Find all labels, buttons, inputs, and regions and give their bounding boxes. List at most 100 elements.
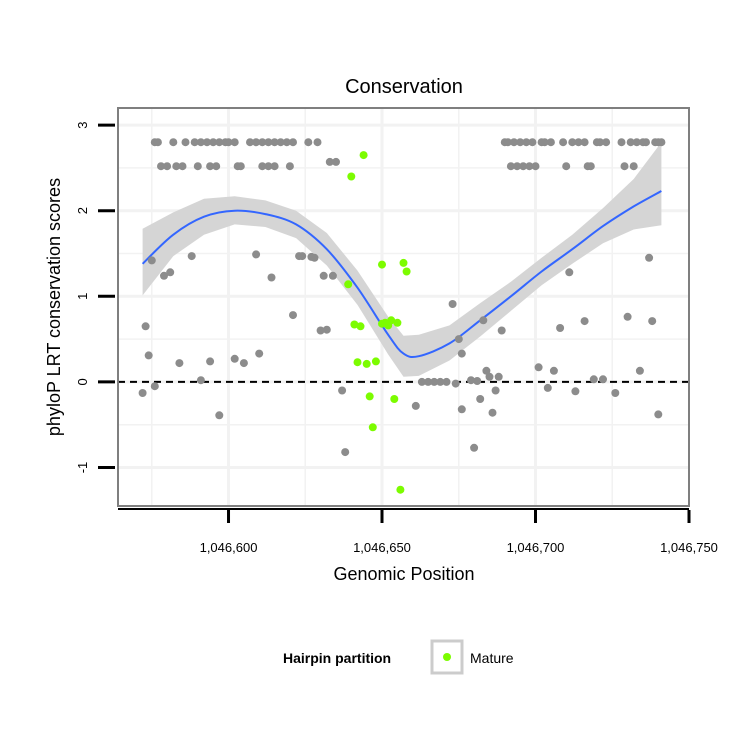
legend-label-mature: Mature — [470, 650, 514, 666]
data-point-other — [543, 383, 552, 392]
data-point-other — [503, 138, 512, 147]
data-point-other — [175, 359, 184, 368]
x-tick-label: 1,046,650 — [353, 540, 411, 555]
data-point-other — [147, 256, 156, 265]
grid-layer — [118, 108, 689, 506]
legend-key-mature-icon — [443, 653, 451, 661]
data-point-mature — [347, 172, 356, 181]
data-point-other — [448, 300, 457, 308]
data-point-other — [479, 316, 488, 325]
data-point-other — [586, 162, 595, 171]
data-point-other — [190, 138, 199, 147]
data-point-other — [574, 138, 583, 147]
data-point-other — [470, 443, 479, 452]
data-point-other — [623, 312, 632, 321]
data-point-other — [209, 138, 218, 147]
data-point-other — [457, 405, 466, 414]
data-point-other — [144, 351, 153, 360]
data-point-other — [230, 138, 239, 147]
data-point-other — [580, 317, 589, 326]
data-point-other — [417, 377, 426, 386]
chart-title: Conservation — [345, 76, 463, 98]
data-point-other — [325, 157, 334, 166]
data-point-other — [559, 138, 568, 147]
data-point-other — [322, 325, 331, 334]
data-point-other — [516, 138, 525, 147]
data-point-other — [169, 138, 178, 147]
data-point-other — [467, 376, 475, 385]
data-point-other — [239, 359, 248, 368]
data-point-other — [178, 162, 187, 171]
data-point-other — [620, 162, 629, 171]
data-point-other — [617, 138, 626, 147]
smooth-line — [141, 190, 662, 359]
y-axis: -1 0 1 2 3 — [75, 121, 115, 473]
y-tick-label: 1 — [75, 293, 90, 300]
data-point-other — [642, 138, 650, 147]
x-tick-label: 1,046,750 — [660, 540, 718, 555]
data-point-other — [224, 138, 233, 147]
data-point-other — [645, 253, 654, 262]
data-point-other — [506, 162, 515, 171]
y-tick-label: 0 — [75, 378, 90, 385]
data-point-other — [546, 138, 555, 147]
data-point-mature — [393, 318, 402, 327]
data-point-other — [212, 162, 221, 171]
data-point-other — [289, 138, 297, 147]
data-point-other — [454, 335, 463, 344]
data-point-other — [528, 138, 537, 147]
x-axis: 1,046,600 1,046,650 1,046,700 1,046,750 — [118, 508, 718, 555]
data-point-other — [510, 138, 518, 147]
data-point-other — [328, 271, 337, 280]
data-point-other — [491, 386, 500, 395]
data-point-other — [580, 138, 589, 147]
data-point-other — [264, 138, 273, 147]
data-point-other — [629, 162, 638, 171]
data-point-other — [160, 271, 168, 280]
data-point-other — [252, 250, 261, 259]
data-point-other — [215, 138, 224, 147]
data-point-mature — [356, 322, 365, 331]
x-tick-label: 1,046,700 — [507, 540, 565, 555]
data-point-other — [187, 252, 196, 261]
data-point-other — [264, 162, 273, 171]
data-point-other — [338, 386, 347, 395]
data-point-other — [196, 376, 205, 385]
data-point-other — [534, 363, 543, 372]
data-point-other — [319, 271, 328, 280]
data-point-mature — [396, 485, 405, 494]
data-point-other — [138, 389, 147, 397]
data-point-other — [571, 387, 580, 396]
data-point-other — [562, 162, 571, 171]
legend: Hairpin partition Mature — [283, 639, 514, 675]
data-point-other — [488, 408, 497, 417]
data-point-other — [599, 375, 607, 384]
x-tick-label: 1,046,600 — [200, 540, 258, 555]
data-point-other — [270, 162, 279, 171]
data-point-other — [482, 366, 491, 375]
data-point-other — [657, 138, 666, 147]
data-point-other — [267, 273, 276, 282]
data-point-other — [255, 349, 264, 358]
data-point-other — [519, 162, 528, 171]
y-tick-label: 3 — [75, 121, 90, 128]
data-point-other — [436, 377, 445, 386]
data-point-other — [476, 395, 485, 403]
data-point-other — [525, 162, 534, 171]
data-point-other — [497, 326, 506, 335]
data-point-other — [473, 377, 482, 385]
data-point-other — [602, 138, 611, 147]
data-point-other — [282, 138, 291, 147]
data-point-other — [246, 138, 254, 147]
data-point-other — [457, 349, 466, 358]
data-point-other — [258, 162, 267, 171]
data-point-other — [611, 389, 620, 397]
data-point-mature — [362, 359, 371, 368]
data-point-mature — [399, 258, 408, 267]
data-point-mature — [402, 267, 411, 276]
data-point-other — [513, 162, 522, 171]
data-point-mature — [350, 320, 359, 329]
data-point-mature — [359, 151, 368, 160]
data-point-other — [648, 317, 657, 326]
